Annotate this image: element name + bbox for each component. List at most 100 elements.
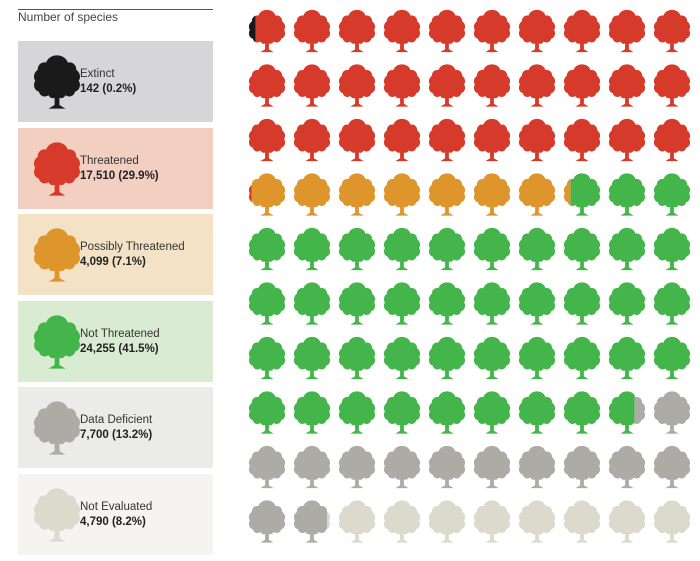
- red-tree-icon: [30, 140, 84, 198]
- tree-unit: [653, 282, 691, 325]
- tree-segment: [653, 173, 691, 216]
- legend-text: Extinct 142 (0.2%): [80, 67, 136, 97]
- tree-unit: [653, 9, 691, 53]
- tree-segment: [653, 500, 691, 543]
- tree-unit: [563, 64, 601, 107]
- tree-segment: [248, 391, 286, 434]
- tree-unit: [608, 118, 646, 162]
- tree-unit: [383, 64, 421, 107]
- tree-segment: [653, 9, 691, 53]
- tree-segment: [248, 500, 286, 543]
- tree-segment: [570, 173, 601, 216]
- legend-rule: [18, 9, 213, 10]
- tree-segment: [608, 9, 646, 53]
- tree-unit: [518, 173, 556, 216]
- tree-segment: [563, 500, 601, 543]
- tree-segment: [293, 336, 331, 380]
- tree-segment: [293, 391, 331, 434]
- tree-unit: [473, 173, 511, 216]
- tree-segment: [293, 227, 331, 271]
- tree-unit: [653, 336, 691, 380]
- tree-unit: [608, 445, 646, 489]
- tree-unit: [563, 9, 601, 53]
- green-tree-icon: [30, 313, 84, 371]
- tree-segment: [338, 282, 376, 325]
- tree-unit: [653, 500, 691, 543]
- legend-panel-not-threatened: Not Threatened 24,255 (41.5%): [18, 300, 213, 382]
- tree-unit: [608, 500, 646, 543]
- tree-unit: [248, 9, 286, 53]
- tree-unit: [383, 500, 421, 543]
- tree-unit: [518, 500, 556, 543]
- legend-panel-not-evaluated: Not Evaluated 4,790 (8.2%): [18, 473, 213, 555]
- tree-segment: [473, 282, 511, 325]
- tree-unit: [383, 336, 421, 380]
- tree-segment: [608, 173, 646, 216]
- tree-segment: [383, 445, 421, 489]
- tree-unit: [338, 9, 376, 53]
- tree-unit: [473, 227, 511, 271]
- tree-unit: [428, 336, 466, 380]
- legend-category-value: 142 (0.2%): [80, 83, 137, 95]
- tree-unit: [293, 336, 331, 380]
- pale-tree-icon: [30, 486, 84, 544]
- tree-segment: [338, 118, 376, 162]
- tree-segment: [428, 391, 466, 434]
- tree-unit: [563, 227, 601, 271]
- tree-unit: [473, 282, 511, 325]
- legend-panel-threatened: Threatened 17,510 (29.9%): [18, 127, 213, 209]
- tree-unit: [428, 500, 466, 543]
- legend-category-value: 7,700 (13.2%): [80, 429, 153, 441]
- tree-unit: [563, 118, 601, 162]
- tree-segment: [473, 64, 511, 107]
- tree-segment: [473, 173, 511, 216]
- tree-unit: [338, 282, 376, 325]
- tree-segment: [518, 445, 556, 489]
- tree-unit: [383, 282, 421, 325]
- tree-segment: [563, 445, 601, 489]
- tree-unit: [428, 227, 466, 271]
- legend-category-name: Threatened: [80, 154, 139, 167]
- tree-segment: [293, 500, 328, 543]
- tree-unit: [473, 118, 511, 162]
- tree-unit: [473, 336, 511, 380]
- tree-segment: [473, 445, 511, 489]
- tree-unit: [653, 64, 691, 107]
- tree-unit: [383, 391, 421, 434]
- tree-unit: [518, 64, 556, 107]
- tree-unit: [473, 500, 511, 543]
- tree-segment: [428, 9, 466, 53]
- tree-unit: [518, 445, 556, 489]
- tree-segment: [248, 227, 286, 271]
- tree-unit: [473, 445, 511, 489]
- tree-segment: [338, 445, 376, 489]
- tree-segment: [653, 391, 691, 434]
- tree-segment: [338, 336, 376, 380]
- tree-segment: [383, 173, 421, 216]
- tree-segment: [563, 179, 571, 206]
- tree-unit: [248, 500, 286, 543]
- tree-unit: [293, 118, 331, 162]
- tree-segment: [518, 391, 556, 434]
- tree-segment: [383, 336, 421, 380]
- tree-segment: [338, 64, 376, 107]
- tree-segment: [653, 64, 691, 107]
- tree-segment: [248, 118, 286, 162]
- tree-segment: [248, 282, 286, 325]
- tree-segment: [473, 118, 511, 162]
- tree-segment: [293, 9, 331, 53]
- legend-category-name: Not Evaluated: [80, 500, 153, 513]
- tree-segment: [428, 118, 466, 162]
- tree-unit: [653, 118, 691, 162]
- legend-category-value: 24,255 (41.5%): [80, 342, 159, 355]
- tree-unit: [293, 445, 331, 489]
- tree-segment: [428, 282, 466, 325]
- tree-unit: [248, 118, 286, 162]
- tree-segment: [473, 391, 511, 434]
- tree-segment: [293, 64, 331, 107]
- tree-unit: [248, 173, 286, 216]
- tree-segment: [608, 227, 646, 271]
- tree-segment: [518, 9, 556, 53]
- legend-panel-data-deficient: Data Deficient 7,700 (13.2%): [18, 387, 213, 468]
- tree-segment: [338, 9, 376, 53]
